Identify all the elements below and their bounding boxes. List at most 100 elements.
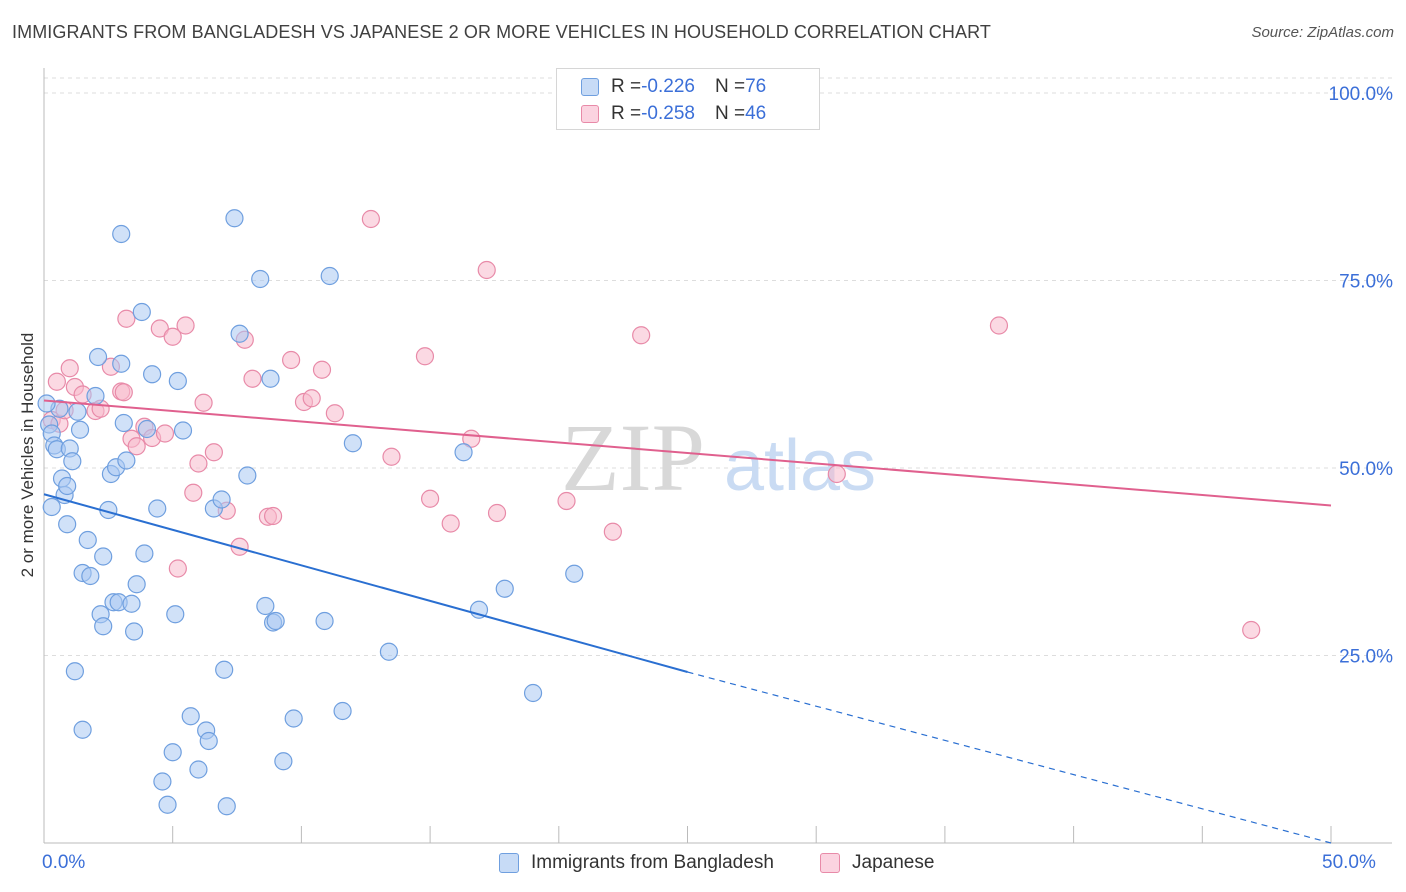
- point-bangladesh: [217, 797, 236, 816]
- y-tick-label: 75.0%: [1339, 272, 1393, 293]
- point-bangladesh: [122, 594, 141, 613]
- point-japanese: [184, 483, 203, 502]
- point-japanese: [114, 383, 133, 402]
- legend-n-value: 76: [745, 76, 767, 97]
- y-tick-labels: 25.0% 50.0% 75.0% 100.0%: [1329, 84, 1394, 668]
- point-bangladesh: [181, 707, 200, 726]
- watermark: ZIP atlas: [561, 404, 876, 511]
- point-japanese: [441, 514, 460, 533]
- legend-r-label: R =: [611, 76, 642, 97]
- point-bangladesh: [117, 451, 136, 470]
- point-bangladesh: [320, 266, 339, 286]
- point-bangladesh: [137, 419, 157, 439]
- data-points: [37, 209, 1261, 816]
- legend-swatch-blue: [581, 78, 599, 96]
- grid-lines: [44, 77, 1392, 656]
- point-japanese: [632, 326, 651, 345]
- point-japanese: [312, 360, 332, 379]
- point-bangladesh: [153, 772, 172, 791]
- point-japanese: [189, 454, 208, 473]
- point-japanese: [194, 393, 213, 412]
- point-bangladesh: [495, 579, 514, 598]
- point-bangladesh: [135, 544, 154, 563]
- bottom-legend-swatch-pink: [820, 853, 840, 873]
- watermark-zip: ZIP: [561, 404, 705, 511]
- trend-lines: [43, 399, 1332, 844]
- legend-n-label: N =: [714, 103, 746, 124]
- point-bangladesh: [215, 660, 234, 679]
- bottom-legend-japanese: Japanese: [820, 852, 934, 874]
- point-japanese: [421, 489, 440, 508]
- point-japanese: [168, 559, 187, 578]
- point-bangladesh: [523, 683, 543, 703]
- point-bangladesh: [238, 466, 257, 485]
- point-bangladesh: [58, 476, 77, 496]
- legend-n-value: 46: [745, 103, 767, 124]
- point-bangladesh: [284, 709, 303, 728]
- correlation-legend: R = -0.226 N = 76 R = -0.258 N = 46: [556, 68, 820, 130]
- point-japanese: [302, 389, 321, 408]
- point-bangladesh: [132, 302, 151, 322]
- point-bangladesh: [256, 596, 275, 616]
- point-bangladesh: [166, 605, 185, 624]
- point-bangladesh: [274, 752, 293, 771]
- point-bangladesh: [251, 269, 270, 289]
- point-bangladesh: [112, 354, 131, 373]
- point-bangladesh: [333, 701, 352, 721]
- point-japanese: [204, 443, 223, 462]
- point-bangladesh: [212, 490, 231, 509]
- point-bangladesh: [37, 394, 56, 413]
- legend-row-bangladesh: R = -0.226 N = 76: [581, 74, 766, 100]
- point-bangladesh: [124, 622, 144, 641]
- point-bangladesh: [88, 347, 108, 367]
- point-bangladesh: [42, 497, 61, 517]
- point-bangladesh: [86, 386, 105, 406]
- bottom-legend-label-bangladesh: Immigrants from Bangladesh: [531, 852, 774, 873]
- point-bangladesh: [230, 324, 249, 343]
- point-bangladesh: [168, 371, 187, 391]
- point-bangladesh: [112, 224, 131, 244]
- y-tick-label: 100.0%: [1329, 84, 1394, 105]
- point-japanese: [117, 309, 136, 328]
- point-japanese: [477, 260, 496, 280]
- point-bangladesh: [163, 743, 182, 762]
- point-bangladesh: [127, 575, 146, 594]
- point-japanese: [127, 437, 146, 456]
- point-bangladesh: [148, 499, 167, 518]
- point-japanese: [603, 522, 622, 541]
- y-tick-label: 50.0%: [1339, 459, 1393, 480]
- point-japanese: [827, 464, 846, 484]
- trend-line-bangladesh-extension: [687, 671, 1332, 844]
- point-bangladesh: [379, 642, 399, 661]
- point-bangladesh: [565, 564, 584, 583]
- trend-line-bangladesh: [43, 493, 688, 673]
- point-japanese: [47, 372, 66, 391]
- point-bangladesh: [199, 731, 218, 751]
- legend-r-value: -0.226: [641, 76, 695, 97]
- point-japanese: [989, 316, 1009, 335]
- point-bangladesh: [94, 547, 113, 566]
- point-bangladesh: [58, 515, 77, 534]
- point-bangladesh: [114, 413, 133, 433]
- point-japanese: [382, 447, 401, 466]
- point-bangladesh: [225, 209, 244, 228]
- point-bangladesh: [189, 760, 208, 779]
- point-bangladesh: [78, 530, 97, 550]
- legend-row-japanese: R = -0.258 N = 46: [581, 101, 766, 127]
- point-bangladesh: [454, 443, 473, 462]
- point-japanese: [163, 327, 182, 346]
- point-japanese: [557, 491, 576, 511]
- point-japanese: [150, 319, 169, 338]
- point-japanese: [155, 424, 175, 443]
- point-japanese: [325, 404, 344, 423]
- point-japanese: [263, 506, 283, 526]
- point-bangladesh: [158, 795, 177, 814]
- bottom-legend-bangladesh: Immigrants from Bangladesh: [499, 852, 774, 874]
- trend-line-japanese: [43, 399, 1332, 507]
- point-japanese: [1242, 620, 1261, 640]
- point-bangladesh: [143, 365, 162, 384]
- x-tick-min: 0.0%: [42, 852, 86, 873]
- point-bangladesh: [70, 420, 90, 439]
- legend-swatch-pink: [581, 105, 599, 123]
